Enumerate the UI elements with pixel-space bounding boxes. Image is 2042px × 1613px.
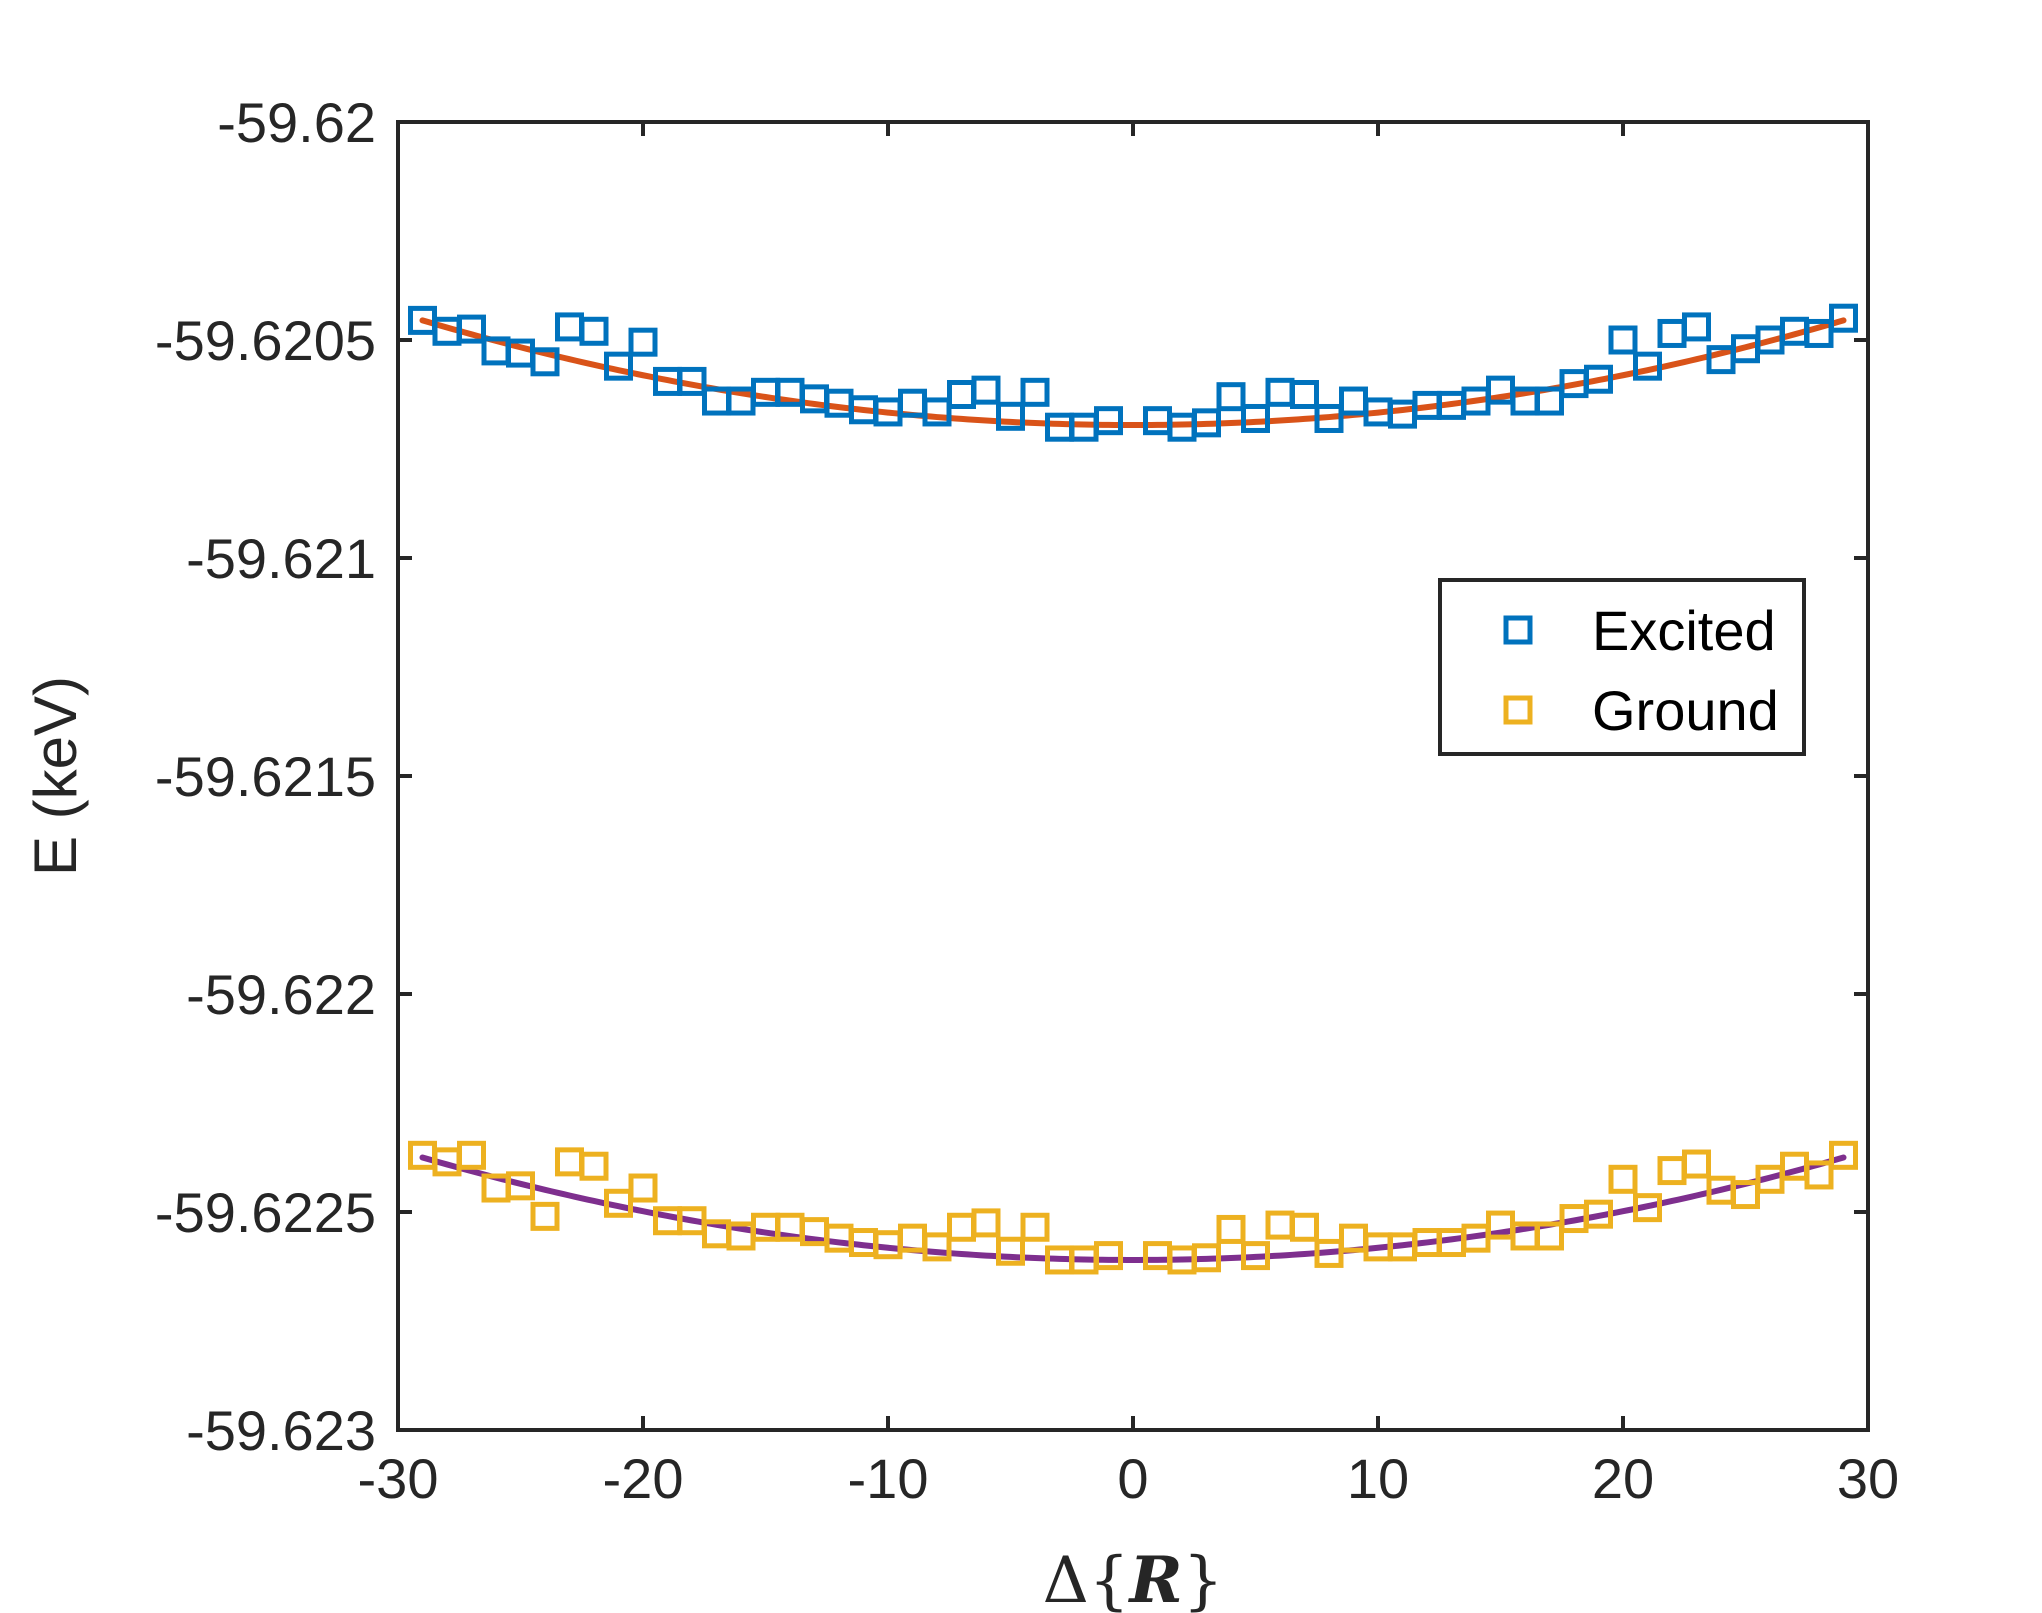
x-tick-label: 30 (1837, 1447, 1899, 1510)
y-axis-label: E (keV) (22, 676, 89, 876)
legend-marker-ground (1503, 695, 1533, 725)
point-excited (1094, 406, 1123, 436)
point-ground (628, 1173, 658, 1203)
x-tick-label: -30 (358, 1447, 439, 1510)
point-ground (1804, 1160, 1834, 1190)
legend: Excited Ground (1438, 578, 1806, 756)
fit-curves (419, 317, 1847, 1263)
point-excited (1192, 408, 1221, 438)
point-ground (579, 1151, 609, 1181)
axis-ticks (396, 120, 1870, 1432)
point-excited (1535, 386, 1564, 416)
point-excited (1633, 351, 1662, 381)
x-tick-label: -20 (603, 1447, 684, 1510)
point-excited (677, 366, 707, 396)
point-ground (1094, 1241, 1123, 1271)
point-ground (1633, 1193, 1662, 1223)
point-ground (506, 1171, 535, 1201)
point-excited (1020, 377, 1050, 407)
y-tick-label: -59.6205 (155, 309, 376, 372)
y-tick-label: -59.62 (217, 91, 376, 154)
point-excited (922, 397, 952, 427)
point-excited (628, 327, 658, 357)
point-ground (996, 1236, 1025, 1266)
point-ground (1608, 1164, 1638, 1194)
legend-label-excited: Excited (1592, 599, 1776, 662)
point-excited (1829, 303, 1858, 333)
point-ground (530, 1201, 560, 1231)
data-points (408, 303, 1858, 1275)
point-ground (971, 1208, 1001, 1238)
y-tick-label: -59.623 (186, 1399, 376, 1462)
point-ground (1216, 1214, 1246, 1244)
legend-marker-excited (1503, 615, 1533, 645)
plot-area (398, 122, 1868, 1430)
x-tick-label: 20 (1592, 1447, 1654, 1510)
x-tick-label: 0 (1117, 1447, 1148, 1510)
point-excited (1804, 318, 1834, 348)
point-ground (1584, 1199, 1613, 1229)
point-ground (922, 1232, 952, 1262)
x-axis-label-symbol: R (1128, 1543, 1183, 1613)
point-ground (1535, 1221, 1564, 1251)
point-ground (1020, 1212, 1050, 1242)
y-tick-label: -59.621 (186, 527, 376, 590)
point-excited (1241, 403, 1270, 433)
fit-line-ground (419, 1154, 1847, 1263)
x-axis-label-prefix: Δ{ (1043, 1544, 1130, 1613)
point-ground (604, 1188, 633, 1218)
point-excited (1314, 403, 1344, 433)
point-excited (457, 314, 486, 344)
y-tick-label: -59.6225 (155, 1181, 376, 1244)
point-ground (457, 1140, 486, 1170)
point-excited (1682, 312, 1711, 342)
legend-label-ground: Ground (1592, 679, 1779, 742)
fit-line-excited (419, 317, 1847, 429)
point-excited (996, 401, 1025, 431)
x-tick-labels: -30 -20 -10 0 10 20 30 (358, 1447, 1900, 1510)
x-axis-label: Δ{R} (1043, 1543, 1224, 1613)
y-tick-labels: -59.62 -59.6205 -59.621 -59.6215 -59.622 -59.… (155, 91, 376, 1462)
x-tick-label: -10 (848, 1447, 929, 1510)
point-excited (1608, 325, 1638, 355)
y-tick-label: -59.622 (186, 963, 376, 1026)
point-excited (1584, 364, 1613, 394)
point-ground (1192, 1243, 1221, 1273)
legend-box (1438, 578, 1806, 756)
point-excited (530, 347, 560, 377)
point-ground (1290, 1212, 1319, 1242)
point-excited (971, 375, 1001, 405)
point-excited (1290, 380, 1319, 409)
point-ground (1829, 1140, 1858, 1170)
point-ground (1731, 1180, 1760, 1210)
point-excited (1216, 382, 1246, 412)
point-excited (604, 351, 633, 381)
point-ground (1241, 1241, 1270, 1271)
x-axis-label-suffix: } (1183, 1544, 1224, 1613)
point-ground (1314, 1238, 1344, 1268)
point-ground (1682, 1149, 1711, 1179)
x-tick-label: 10 (1347, 1447, 1409, 1510)
point-excited (579, 316, 609, 346)
y-tick-label: -59.6215 (155, 745, 376, 808)
